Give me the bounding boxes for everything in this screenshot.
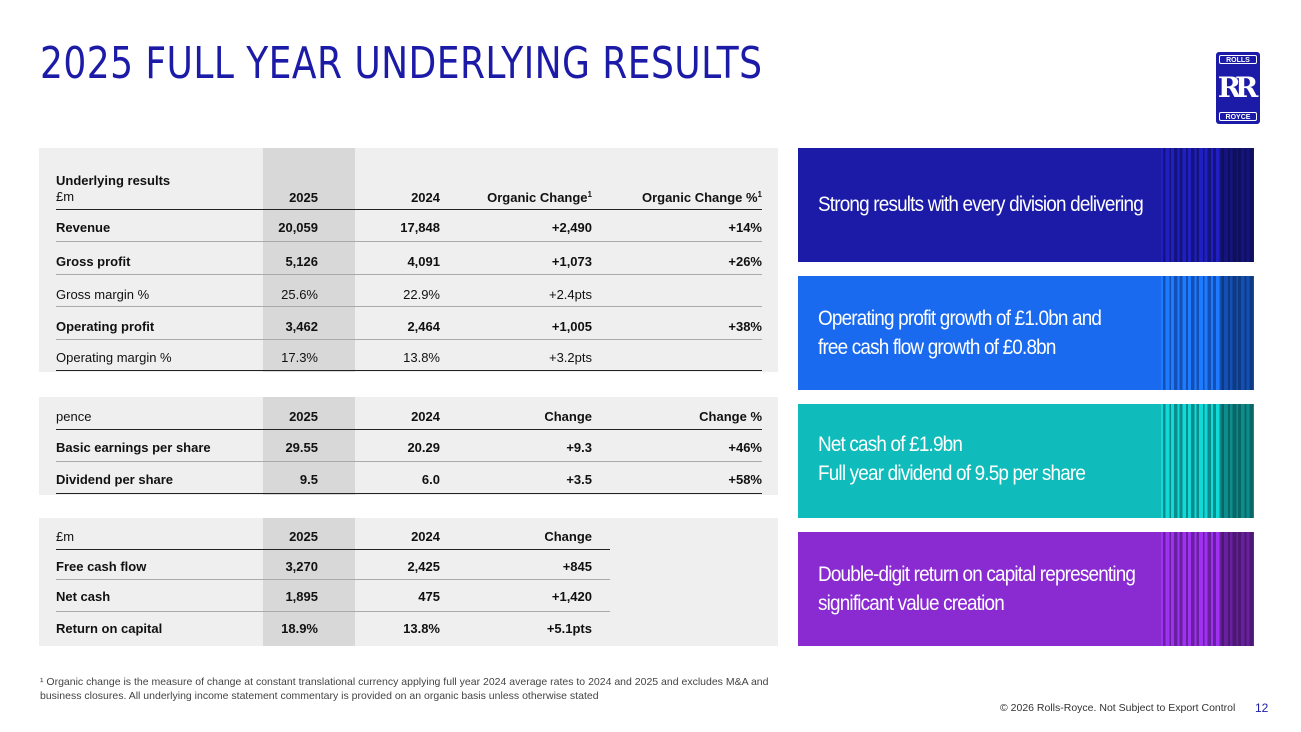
highlight-text: Operating profit growth of £1.0bn and [818,307,1102,330]
row-divider [56,579,610,580]
highlight-text: Double-digit return on capital represent… [818,563,1136,586]
logo-monogram: RR [1217,71,1258,104]
decorative-stripes [1161,276,1254,390]
table-bottom-rule [56,493,762,494]
highlight-text: significant value creation [818,592,1005,615]
current-year-highlight [263,148,355,372]
table-header-row: pence 2025 2024 Change Change % [56,409,762,424]
table-header-row: £m 2025 2024 Change [56,529,592,544]
page-number: 12 [1255,701,1269,715]
logo-top-text: ROLLS [1219,55,1257,64]
logo-bottom-text: ROYCE [1219,112,1257,121]
decorative-stripes [1161,532,1254,646]
header-title: Underlying results [56,173,171,188]
row-divider [56,339,762,340]
highlight-box-profit-growth: Operating profit growth of £1.0bn and fr… [798,276,1254,390]
header-divider [56,209,762,210]
cash-table: £m 2025 2024 Change Free cash flow 3,270… [39,518,778,646]
table-row: Revenue 20,059 17,848 +2,490 +14% [56,220,762,235]
row-divider [56,306,762,307]
row-divider [56,274,762,275]
table-row: Net cash 1,895 475 +1,420 [56,589,592,604]
row-divider [56,241,762,242]
highlight-text: Strong results with every division deliv… [818,193,1144,216]
table-row: Dividend per share 9.5 6.0 +3.5 +58% [56,472,762,487]
table-row: Basic earnings per share 29.55 20.29 +9.… [56,440,762,455]
highlight-text: Full year dividend of 9.5p per share [818,462,1086,485]
header-2025: 2025 [289,190,318,205]
highlight-text: free cash flow growth of £0.8bn [818,336,1056,359]
per-share-table: pence 2025 2024 Change Change % Basic ea… [39,397,778,495]
decorative-stripes [1161,404,1254,518]
header-2024: 2024 [411,190,440,205]
table-row: Gross profit 5,126 4,091 +1,073 +26% [56,254,762,269]
copyright-footer: © 2026 Rolls-Royce. Not Subject to Expor… [1000,702,1236,714]
rolls-royce-logo: ROLLS RR ROYCE [1216,52,1260,124]
highlight-box-results: Strong results with every division deliv… [798,148,1254,262]
highlight-text: Net cash of £1.9bn [818,433,963,456]
table-bottom-rule [56,370,762,371]
table-row: Gross margin % 25.6% 22.9% +2.4pts [56,287,592,302]
header-unit: £m [56,189,75,204]
table-row: Operating margin % 17.3% 13.8% +3.2pts [56,350,592,365]
header-label: Underlying results £m [56,173,170,205]
row-divider [56,461,762,462]
page-title: 2025 FULL YEAR UNDERLYING RESULTS [40,38,763,89]
highlight-box-return-on-capital: Double-digit return on capital represent… [798,532,1254,646]
decorative-stripes [1161,148,1254,262]
table-header-row: Underlying results £m 2025 2024 Organic … [56,162,762,208]
header-divider [56,549,610,550]
header-divider [56,429,762,430]
row-divider [56,611,610,612]
header-organic-change: Organic Change1 [487,190,592,205]
footnote: ¹ Organic change is the measure of chang… [40,676,769,702]
table-row: Return on capital 18.9% 13.8% +5.1pts [56,621,592,636]
underlying-results-table: Underlying results £m 2025 2024 Organic … [39,148,778,372]
table-row: Operating profit 3,462 2,464 +1,005 +38% [56,319,762,334]
table-row: Free cash flow 3,270 2,425 +845 [56,559,592,574]
header-organic-change-pct: Organic Change %1 [641,190,762,205]
current-year-highlight [263,397,355,495]
highlight-box-net-cash: Net cash of £1.9bn Full year dividend of… [798,404,1254,518]
current-year-highlight [263,518,355,646]
